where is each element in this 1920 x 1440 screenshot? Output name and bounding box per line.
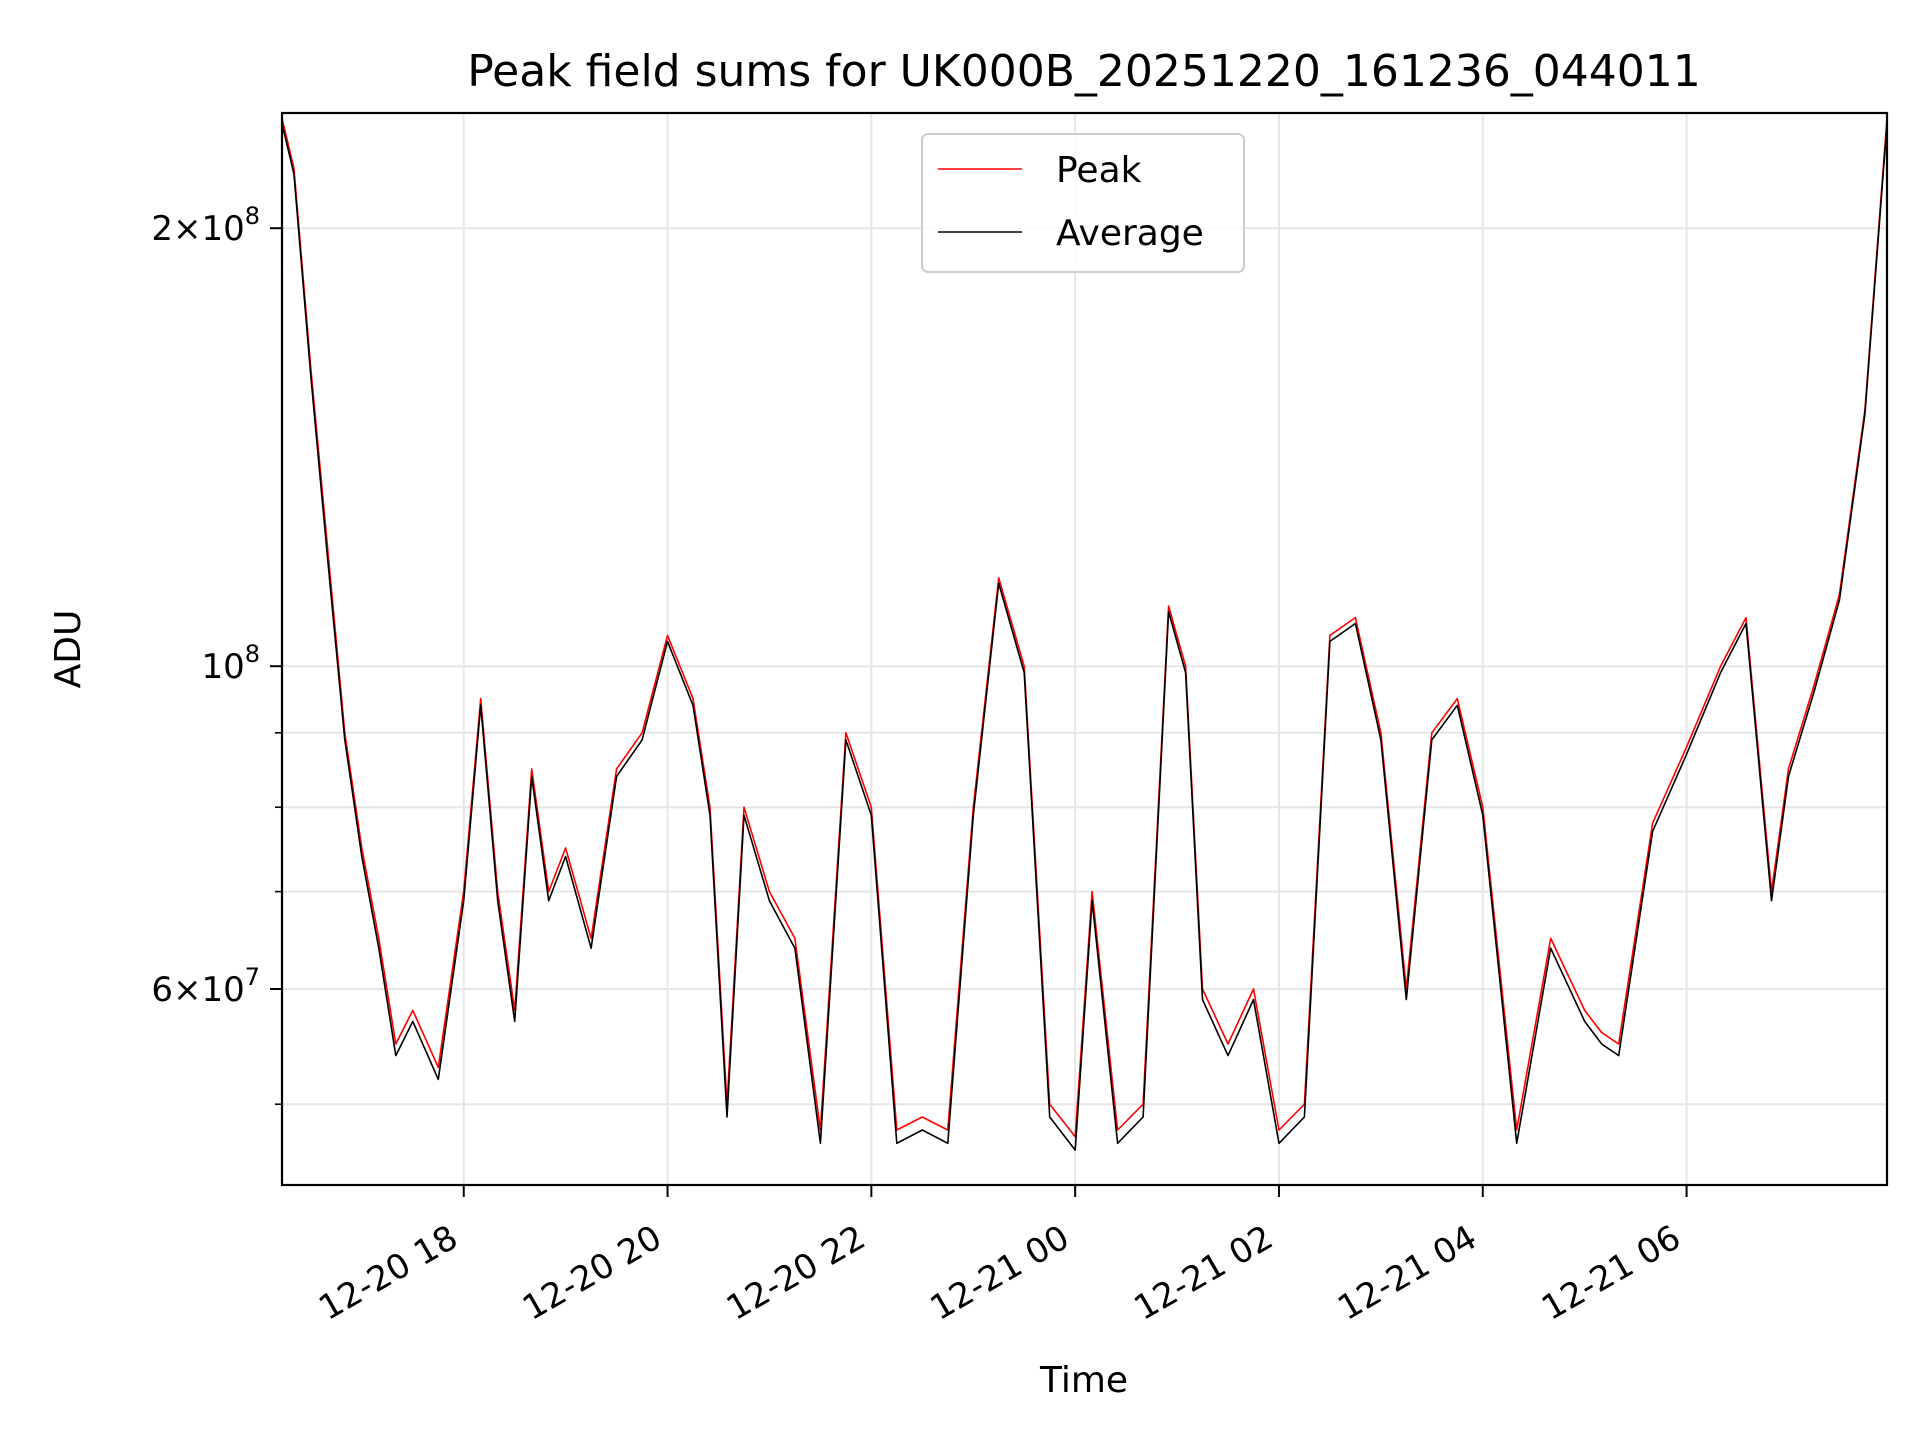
legend-label-peak: Peak	[1056, 150, 1142, 191]
series-line-average	[281, 123, 1888, 1151]
y-tick-label: 2×108	[151, 202, 260, 249]
legend-label-average: Average	[1056, 213, 1204, 254]
legend: Peak Average	[921, 133, 1245, 273]
x-axis-label: Time	[1039, 1360, 1128, 1401]
series-layer	[281, 118, 1888, 1151]
plot-frame	[280, 111, 1889, 1187]
chart-title: Peak field sums for UK000B_20251220_1612…	[467, 46, 1701, 97]
y-tick-label: 6×107	[151, 963, 260, 1010]
y-axis: 6×107 108 2×108	[151, 202, 282, 1106]
y-axis-label: ADU	[48, 610, 89, 689]
y-tick-label: 108	[201, 640, 260, 687]
